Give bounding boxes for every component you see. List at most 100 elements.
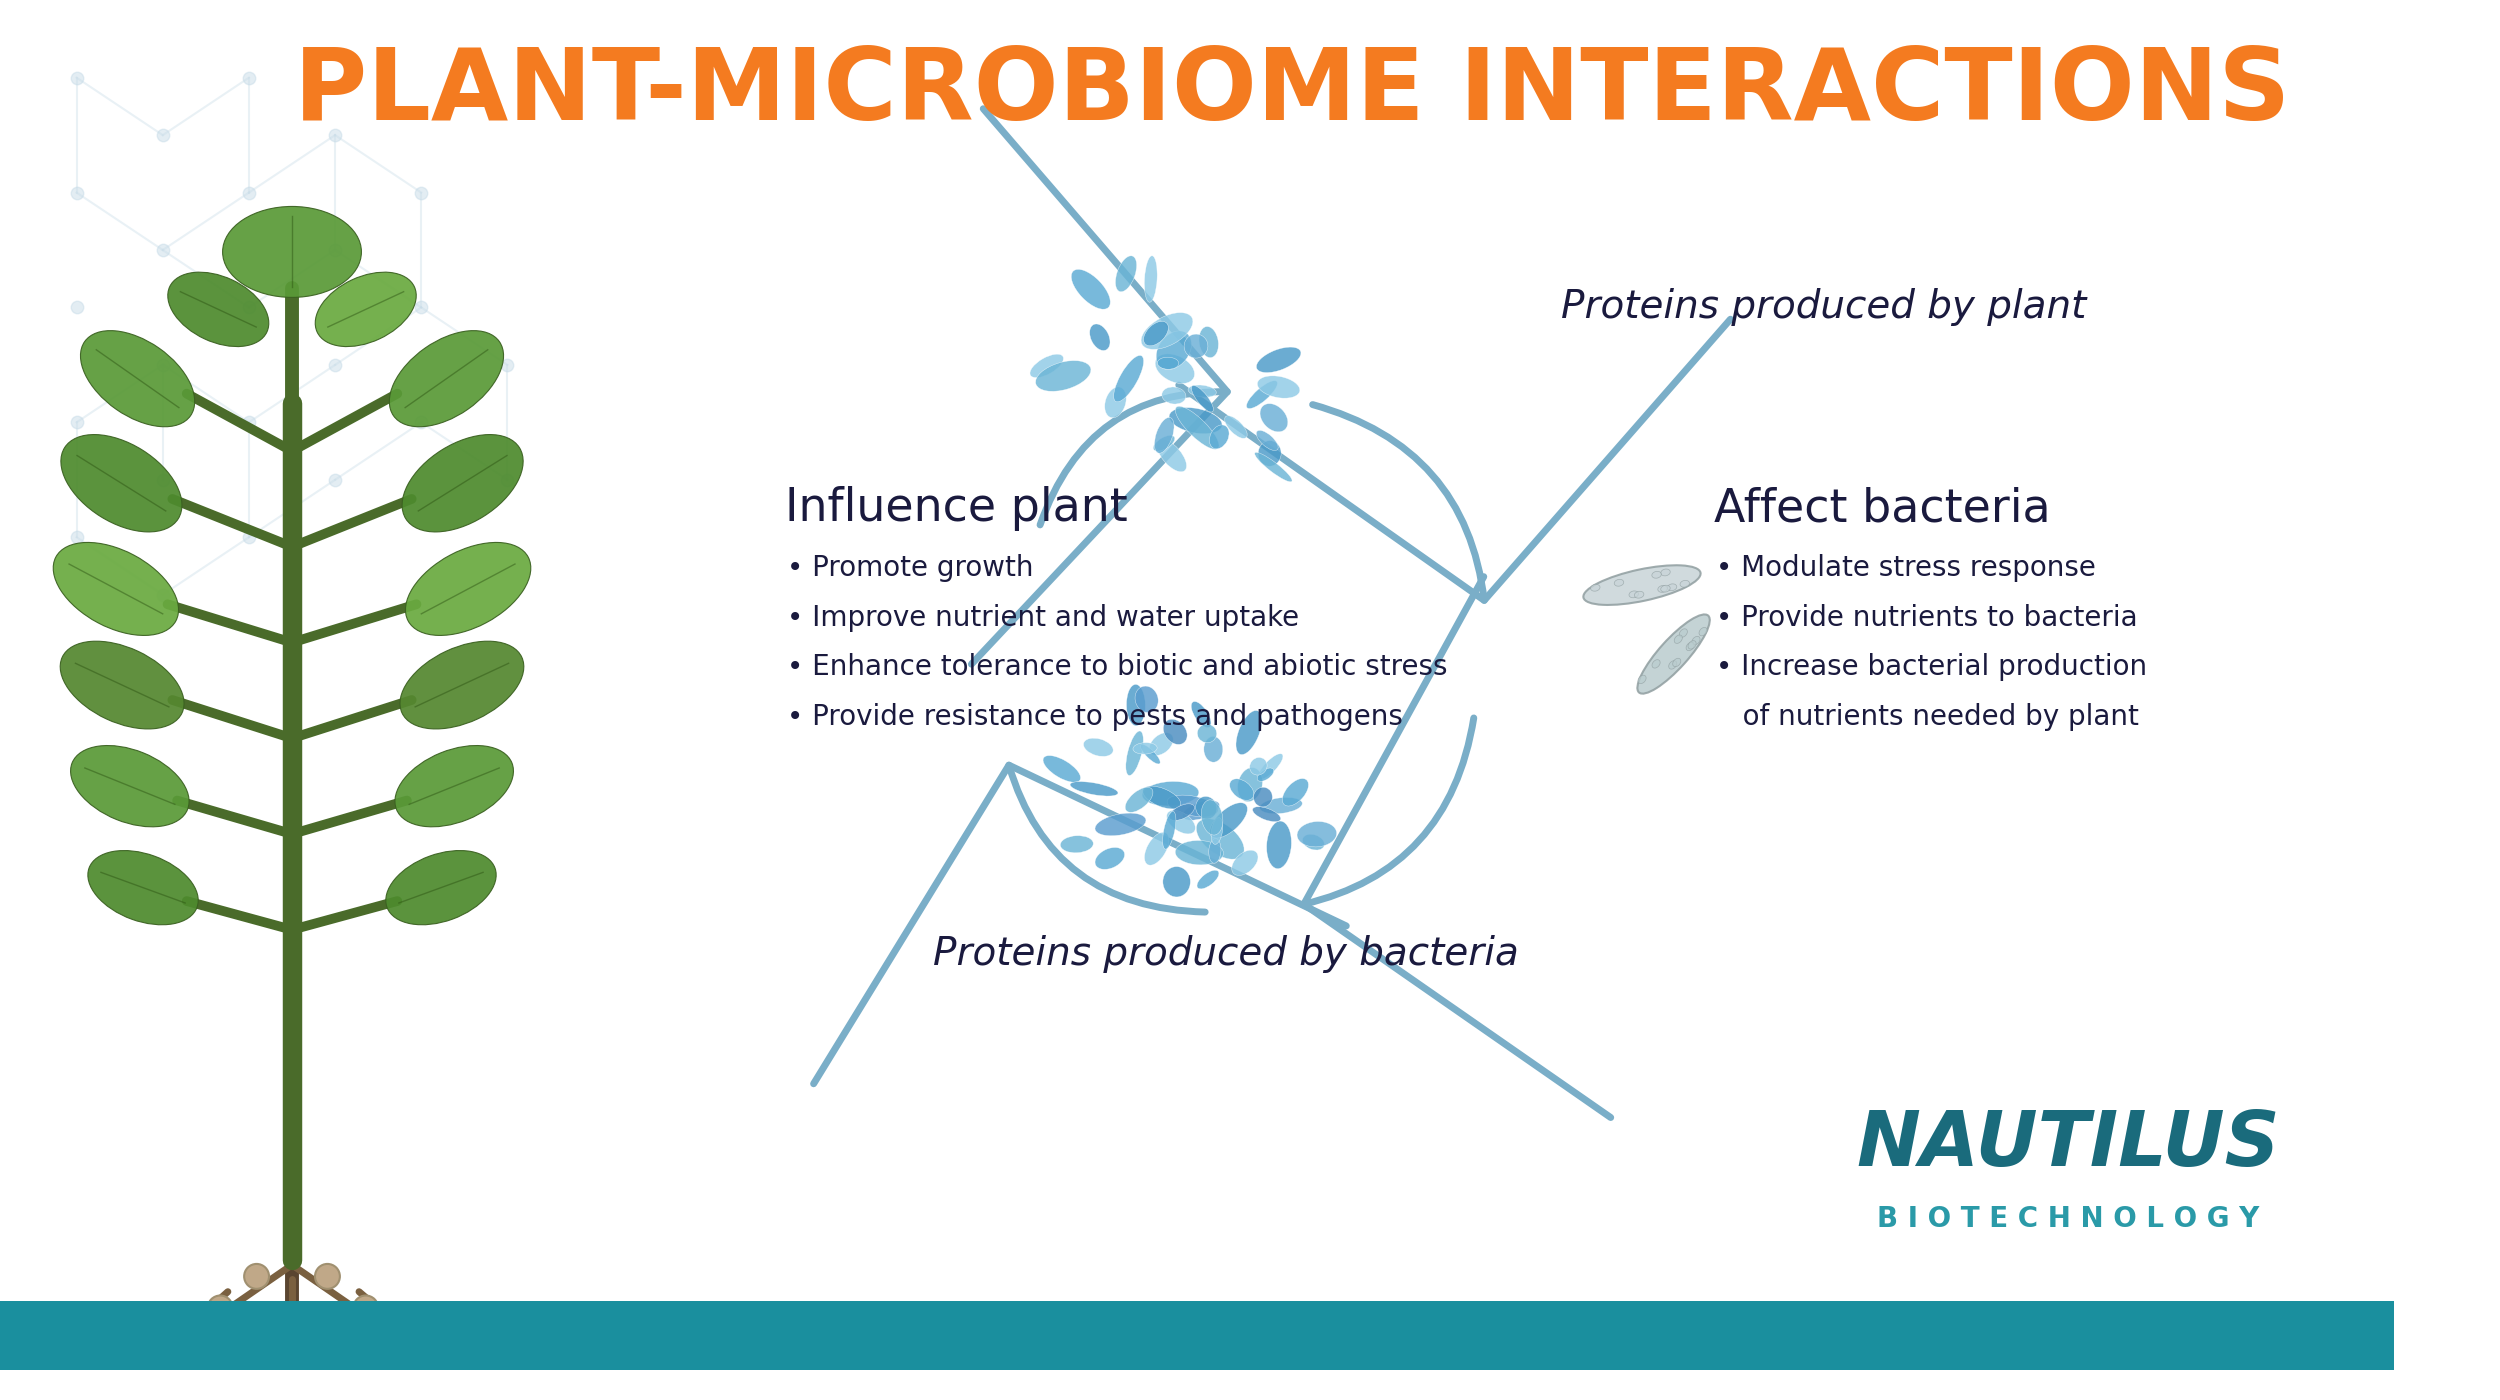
Ellipse shape <box>1182 801 1220 820</box>
Ellipse shape <box>400 641 525 729</box>
Ellipse shape <box>1638 675 1645 683</box>
Circle shape <box>422 1355 435 1369</box>
Text: • Increase bacterial production: • Increase bacterial production <box>1715 654 2148 682</box>
Ellipse shape <box>1170 407 1222 434</box>
Ellipse shape <box>1142 781 1200 806</box>
Ellipse shape <box>1635 591 1645 598</box>
Ellipse shape <box>1060 836 1092 853</box>
Text: Affect bacteria: Affect bacteria <box>1715 486 2050 531</box>
Ellipse shape <box>1210 818 1222 844</box>
Ellipse shape <box>1200 799 1222 834</box>
Ellipse shape <box>1030 354 1062 378</box>
Ellipse shape <box>1590 584 1600 591</box>
Ellipse shape <box>1195 797 1218 819</box>
Ellipse shape <box>1638 615 1710 693</box>
Ellipse shape <box>1680 629 1688 637</box>
Ellipse shape <box>222 206 362 297</box>
Circle shape <box>198 1350 210 1362</box>
Ellipse shape <box>1260 798 1302 813</box>
Circle shape <box>442 1368 458 1382</box>
Circle shape <box>372 1317 385 1331</box>
Ellipse shape <box>1042 756 1080 783</box>
Ellipse shape <box>1248 381 1278 409</box>
Ellipse shape <box>1258 347 1300 372</box>
Ellipse shape <box>1168 795 1218 816</box>
Ellipse shape <box>1095 847 1125 869</box>
Ellipse shape <box>1168 811 1195 834</box>
Ellipse shape <box>1095 813 1145 836</box>
Ellipse shape <box>1630 591 1638 598</box>
Ellipse shape <box>1205 736 1222 762</box>
Ellipse shape <box>1258 441 1280 466</box>
Ellipse shape <box>1302 834 1325 850</box>
Ellipse shape <box>1158 357 1180 370</box>
Ellipse shape <box>1185 335 1208 358</box>
Text: • Provide nutrients to bacteria: • Provide nutrients to bacteria <box>1715 603 2138 631</box>
Ellipse shape <box>1198 819 1245 860</box>
Ellipse shape <box>1688 641 1695 650</box>
Ellipse shape <box>1192 701 1210 728</box>
Ellipse shape <box>1210 426 1230 449</box>
Ellipse shape <box>1132 742 1158 755</box>
Text: • Modulate stress response: • Modulate stress response <box>1715 554 2095 582</box>
Ellipse shape <box>1162 867 1190 897</box>
Ellipse shape <box>1150 732 1172 756</box>
Ellipse shape <box>1658 585 1668 592</box>
Ellipse shape <box>80 330 195 427</box>
Ellipse shape <box>1668 584 1678 591</box>
Ellipse shape <box>1258 753 1282 780</box>
Ellipse shape <box>1252 806 1280 822</box>
Circle shape <box>200 1317 212 1331</box>
Ellipse shape <box>1140 745 1160 764</box>
Ellipse shape <box>1162 720 1187 745</box>
Ellipse shape <box>1072 269 1110 309</box>
Text: PLANT-MICROBIOME INTERACTIONS: PLANT-MICROBIOME INTERACTIONS <box>295 43 2290 140</box>
Ellipse shape <box>1112 356 1142 402</box>
Ellipse shape <box>390 330 502 427</box>
Text: B I O T E C H N O L O G Y: B I O T E C H N O L O G Y <box>1878 1205 2260 1233</box>
Ellipse shape <box>1258 375 1300 398</box>
Text: of nutrients needed by plant: of nutrients needed by plant <box>1715 703 2138 731</box>
Ellipse shape <box>1155 330 1192 370</box>
Ellipse shape <box>1210 802 1248 839</box>
Ellipse shape <box>88 851 198 925</box>
Ellipse shape <box>1140 312 1192 350</box>
Ellipse shape <box>1145 832 1170 865</box>
Ellipse shape <box>1175 406 1220 449</box>
Ellipse shape <box>1200 326 1218 357</box>
Ellipse shape <box>1235 710 1262 755</box>
Ellipse shape <box>1652 571 1662 578</box>
Ellipse shape <box>1142 322 1168 346</box>
Ellipse shape <box>1152 435 1175 451</box>
Ellipse shape <box>1128 685 1145 725</box>
Ellipse shape <box>1145 256 1158 302</box>
Ellipse shape <box>1660 568 1670 575</box>
Ellipse shape <box>1258 769 1275 781</box>
Ellipse shape <box>1250 757 1268 776</box>
Ellipse shape <box>1125 731 1142 776</box>
Ellipse shape <box>1298 822 1338 847</box>
Ellipse shape <box>1680 581 1690 587</box>
Ellipse shape <box>1675 636 1682 644</box>
Text: Influence plant: Influence plant <box>785 486 1128 531</box>
Bar <box>0 1301 2392 1371</box>
Ellipse shape <box>1175 840 1222 865</box>
Ellipse shape <box>1252 787 1272 806</box>
Ellipse shape <box>1070 781 1118 797</box>
Ellipse shape <box>1230 778 1255 801</box>
Circle shape <box>315 1264 340 1289</box>
Ellipse shape <box>1155 354 1195 384</box>
Circle shape <box>208 1295 232 1320</box>
Circle shape <box>412 1337 425 1350</box>
Ellipse shape <box>1660 585 1670 592</box>
Ellipse shape <box>405 542 530 636</box>
Ellipse shape <box>395 746 512 827</box>
Ellipse shape <box>1693 637 1700 645</box>
Text: • Enhance tolerance to biotic and abiotic stress: • Enhance tolerance to biotic and abioti… <box>788 654 1448 682</box>
Text: • Provide resistance to pests and pathogens: • Provide resistance to pests and pathog… <box>788 703 1402 731</box>
Ellipse shape <box>1652 659 1660 668</box>
Ellipse shape <box>1232 850 1258 875</box>
Text: • Promote growth: • Promote growth <box>788 554 1032 582</box>
Text: Proteins produced by plant: Proteins produced by plant <box>1560 288 2085 326</box>
Text: NAUTILUS: NAUTILUS <box>1855 1109 2280 1182</box>
